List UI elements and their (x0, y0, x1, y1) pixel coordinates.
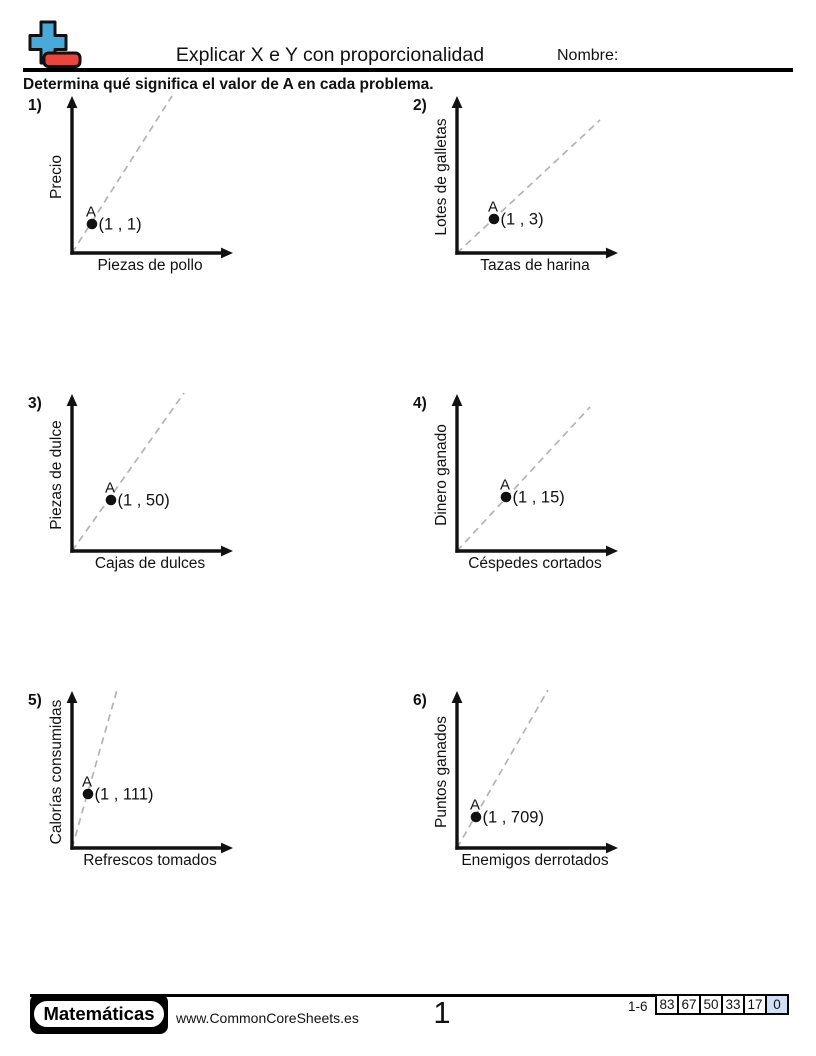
y-axis-label: Dinero ganado (433, 424, 450, 526)
x-axis-label: Céspedes cortados (468, 555, 602, 572)
commoncoresheets-logo (28, 20, 82, 68)
x-axis-arrow-icon (606, 842, 618, 854)
y-axis-arrow-icon (66, 394, 78, 406)
point-A-dot (105, 494, 117, 506)
point-A-coordinates: (1 , 709) (483, 809, 544, 827)
proportional-graph: Dinero ganado Céspedes cortados A(1 , 15) (433, 394, 618, 572)
y-axis-arrow-icon (66, 691, 78, 703)
score-cell: 50 (699, 994, 723, 1015)
y-axis-label: Precio (48, 155, 65, 199)
point-A-name: A (500, 477, 510, 494)
point-A-dot (488, 213, 500, 225)
x-axis-arrow-icon (221, 545, 233, 557)
instruction-text: Determina qué significa el valor de A en… (23, 76, 434, 93)
brand-name: Matemáticas (33, 1000, 165, 1028)
score-cell: 33 (721, 994, 745, 1015)
proportional-graph: Calorías consumidas Refrescos tomados A(1 … (48, 689, 233, 869)
y-axis-label: Piezas de dulce (48, 420, 65, 529)
x-axis-label: Refrescos tomados (83, 852, 217, 869)
y-axis-label: Puntos ganados (433, 716, 450, 828)
footer-rule (30, 994, 789, 997)
point-A-coordinates: (1 , 3) (501, 211, 544, 229)
problem-6: 6) Puntos ganados Enemigos derrotados A (1 ,… (405, 688, 783, 880)
y-axis-arrow-icon (451, 394, 463, 406)
problem-number: 6) (413, 692, 427, 709)
brand-badge: Matemáticas (30, 994, 168, 1034)
proportional-graph: Lotes de galletas Tazas de harina A(1 , 3) (433, 96, 618, 274)
minus-icon (42, 51, 82, 68)
point-A-coordinates: (1 , 15) (513, 489, 565, 507)
point-A-name: A (488, 199, 498, 216)
problem-number: 5) (28, 692, 42, 709)
proportional-dashed-line (456, 689, 549, 849)
score-range-label: 1-6 (628, 999, 648, 1014)
point-A-dot (86, 218, 98, 230)
problem-number: 4) (413, 395, 427, 412)
problem-number: 2) (413, 97, 427, 114)
proportional-dashed-line (71, 392, 185, 552)
score-cell: 83 (655, 994, 679, 1015)
name-label: Nombre: (557, 47, 619, 64)
website-url: www.CommonCoreSheets.es (176, 1010, 359, 1026)
point-A-dot (500, 491, 512, 503)
header-rule (23, 68, 793, 72)
proportional-graph: Precio Piezas de pollo A(1 , 1) (48, 95, 233, 274)
point-A-dot (82, 788, 94, 800)
score-cell: 67 (677, 994, 701, 1015)
score-cell: 0 (765, 994, 789, 1015)
x-axis-arrow-icon (606, 247, 618, 259)
problem-number: 1) (28, 97, 42, 114)
y-axis-label: Lotes de galletas (433, 118, 450, 235)
proportional-graph: Puntos ganados Enemigos derrotados A(1 , 7… (433, 689, 618, 869)
proportional-dashed-line (456, 406, 591, 552)
y-axis-arrow-icon (451, 691, 463, 703)
problem-4: 4) Dinero ganado Céspedes cortados A (1 , 15… (405, 391, 783, 583)
x-axis-label: Cajas de dulces (95, 555, 206, 572)
score-cell: 17 (743, 994, 767, 1015)
worksheet-title: Explicar X e Y con proporcionalidad (175, 44, 485, 66)
x-axis-arrow-icon (221, 842, 233, 854)
proportional-graph: Piezas de dulce Cajas de dulces A(1 , 50) (48, 392, 233, 572)
point-A-name: A (470, 797, 480, 814)
x-axis-label: Tazas de harina (480, 257, 590, 274)
problem-number: 3) (28, 395, 42, 412)
problem-1: 1) Precio Piezas de pollo A (1 , 1) (20, 93, 398, 285)
x-axis-arrow-icon (606, 545, 618, 557)
point-A-dot (470, 811, 482, 823)
x-axis-label: Enemigos derrotados (461, 852, 609, 869)
point-A-name: A (86, 204, 96, 221)
point-A-coordinates: (1 , 50) (118, 492, 170, 510)
proportional-dashed-line (456, 119, 601, 254)
y-axis-label: Calorías consumidas (48, 699, 65, 844)
y-axis-arrow-icon (451, 96, 463, 108)
page-number: 1 (433, 995, 451, 1030)
point-A-name: A (82, 774, 92, 791)
point-A-coordinates: (1 , 111) (95, 786, 154, 804)
x-axis-arrow-icon (221, 247, 233, 259)
proportional-dashed-line (71, 689, 118, 849)
problem-5: 5) Calorías consumidas Refrescos tomados A(… (20, 688, 398, 880)
score-table: 83 67 50 33 17 0 (655, 994, 789, 1015)
problem-2: 2) Lotes de galletas Tazas de harina A (1 , … (405, 93, 783, 285)
x-axis-label: Piezas de pollo (97, 257, 202, 274)
y-axis-arrow-icon (66, 96, 78, 108)
point-A-coordinates: (1 , 1) (99, 216, 142, 234)
point-A-name: A (105, 480, 115, 497)
problem-3: 3) Piezas de dulce Cajas de dulces A (1 , 50… (20, 391, 398, 583)
